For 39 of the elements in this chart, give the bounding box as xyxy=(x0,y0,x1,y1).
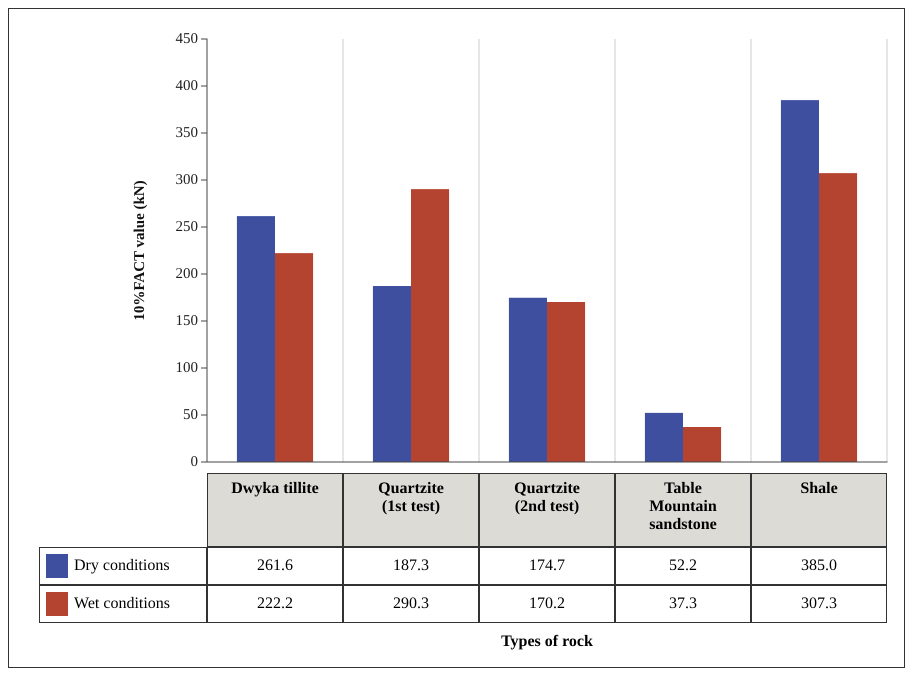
legend-label: Wet conditions xyxy=(74,595,170,613)
bar xyxy=(411,189,450,462)
bar xyxy=(236,216,275,462)
bar xyxy=(372,286,411,462)
data-label: 170.2 xyxy=(479,585,615,623)
data-label: 174.7 xyxy=(479,547,615,585)
x-tick-label: Table Mountain sandstone xyxy=(615,473,751,547)
bar xyxy=(547,302,586,462)
y-tick-label: 300 xyxy=(176,172,198,188)
y-tick-label: 50 xyxy=(183,406,198,423)
data-label: 385.0 xyxy=(751,547,887,585)
y-tick-label: 450 xyxy=(176,30,198,47)
x-tick-label: Quartzite (1st test) xyxy=(343,473,479,547)
y-axis-title: 10%FACT value (kN) xyxy=(132,180,148,321)
data-label: 222.2 xyxy=(207,585,343,623)
x-tick-label: Shale xyxy=(751,473,887,547)
y-tick-label: 350 xyxy=(176,124,198,141)
y-tick-label: 200 xyxy=(176,266,198,282)
bar xyxy=(819,173,858,462)
text: Types of rock xyxy=(500,633,594,651)
x-tick-label: Dwyka tillite xyxy=(207,473,343,547)
data-label: 261.6 xyxy=(207,547,343,585)
bar xyxy=(508,298,547,462)
bar xyxy=(780,100,819,462)
y-tick-label: 400 xyxy=(176,78,198,94)
y-tick-label: 150 xyxy=(176,312,198,329)
y-tick-label: 100 xyxy=(176,360,198,376)
bar xyxy=(275,253,314,462)
bar xyxy=(644,412,683,462)
y-tick-label: 0 xyxy=(190,454,198,470)
bar xyxy=(683,426,722,462)
data-label: 37.3 xyxy=(615,585,751,623)
x-tick-label: Quartzite (2nd test) xyxy=(479,473,615,547)
data-label: 52.2 xyxy=(615,547,751,585)
data-label: 290.3 xyxy=(343,585,479,623)
data-label: 187.3 xyxy=(343,547,479,585)
data-label: 307.3 xyxy=(751,585,887,623)
y-tick-label: 250 xyxy=(176,218,198,235)
legend-label: Dry conditions xyxy=(74,557,170,575)
